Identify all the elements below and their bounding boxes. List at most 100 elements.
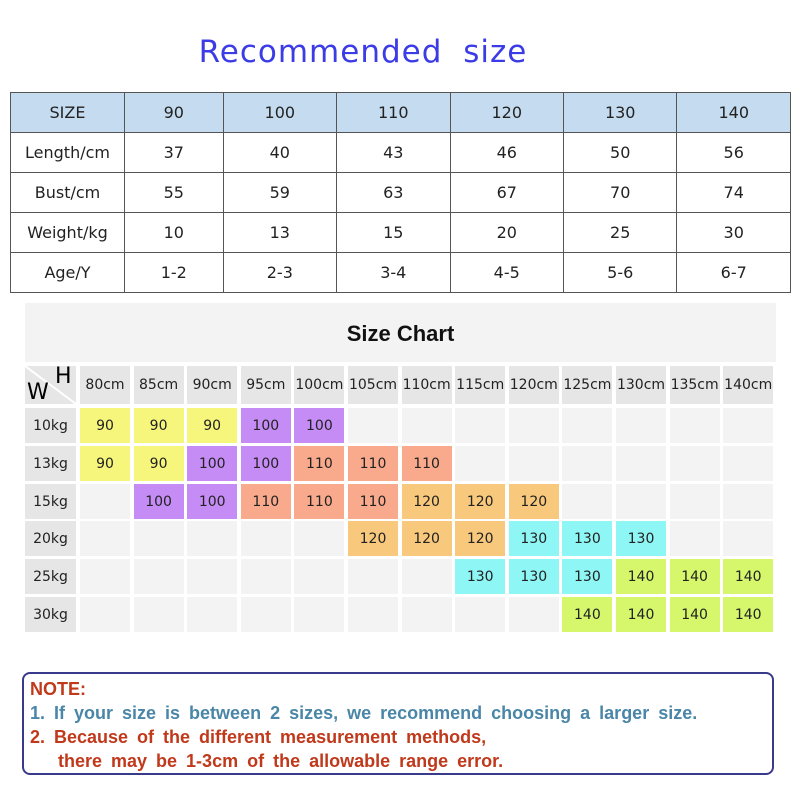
table-cell: 120	[449, 92, 564, 133]
size-cell: 140	[723, 559, 774, 594]
size-cell: 110	[348, 484, 398, 519]
size-cell	[455, 446, 506, 481]
table-cell: 15	[336, 212, 451, 253]
height-header: 95cm	[240, 366, 291, 404]
table-cell: 6-7	[676, 252, 791, 293]
size-cell	[133, 559, 184, 594]
size-cell	[348, 559, 398, 594]
table-cell: 2-3	[222, 252, 338, 293]
height-header: 105cm	[348, 366, 398, 404]
height-header: 80cm	[80, 366, 130, 404]
size-cell	[294, 559, 345, 594]
size-cell: 140	[562, 597, 613, 632]
size-cell	[669, 521, 720, 556]
table-cell: 70	[562, 172, 678, 213]
height-header: 125cm	[562, 366, 613, 404]
weight-header: 30kg	[25, 597, 76, 632]
size-cell	[508, 408, 559, 443]
size-cell: 100	[294, 408, 345, 443]
size-cell: 110	[348, 446, 398, 481]
size-cell: 130	[616, 521, 666, 556]
note-line-1: 1. If your size is between 2 sizes, we r…	[30, 703, 698, 723]
row-label: Weight/kg	[10, 212, 125, 253]
table-cell: 20	[449, 212, 564, 253]
size-cell	[348, 408, 398, 443]
table-cell: 110	[336, 92, 451, 133]
height-axis-label: H	[55, 366, 72, 389]
size-cell: 90	[187, 408, 238, 443]
table-cell: 4-5	[449, 252, 564, 293]
size-cell: 100	[187, 446, 238, 481]
size-cell	[240, 597, 291, 632]
size-cell	[294, 597, 345, 632]
size-cell	[133, 521, 184, 556]
table-header-row: SIZE 90 100 110 120 130 140	[10, 92, 791, 133]
size-cell	[187, 597, 238, 632]
size-cell	[294, 521, 345, 556]
size-cell: 90	[133, 408, 184, 443]
height-header: 100cm	[294, 366, 345, 404]
height-header: 90cm	[187, 366, 238, 404]
size-cell: 130	[562, 521, 613, 556]
size-cell: 90	[80, 446, 130, 481]
size-cell	[80, 484, 130, 519]
size-cell	[401, 559, 452, 594]
size-cell	[508, 446, 559, 481]
size-cell	[240, 559, 291, 594]
table-cell: 40	[222, 132, 338, 173]
note-box: NOTE: 1. If your size is between 2 sizes…	[22, 672, 774, 775]
table-row: Age/Y 1-2 2-3 3-4 4-5 5-6 6-7	[10, 252, 791, 293]
size-cell: 130	[508, 521, 559, 556]
size-chart: Size Chart H W 80cm 85cm 90cm 95cm 100cm 105c…	[25, 303, 776, 633]
size-cell	[80, 597, 130, 632]
note-heading: NOTE:	[30, 679, 86, 699]
size-cell: 120	[455, 521, 506, 556]
size-cell	[401, 408, 452, 443]
table-cell: 140	[676, 92, 791, 133]
size-cell: 130	[508, 559, 559, 594]
height-header: 130cm	[616, 366, 666, 404]
table-cell: 50	[562, 132, 678, 173]
table-cell: 30	[676, 212, 791, 253]
size-cell	[348, 597, 398, 632]
table-cell: 46	[449, 132, 564, 173]
row-label: Length/cm	[10, 132, 125, 173]
weight-header: 13kg	[25, 446, 76, 481]
size-cell	[616, 446, 666, 481]
table-cell: 90	[124, 92, 224, 133]
size-table: SIZE 90 100 110 120 130 140 Length/cm 37 40 43 46 50…	[10, 92, 791, 293]
size-cell	[80, 521, 130, 556]
row-label: Bust/cm	[10, 172, 125, 213]
size-cell: 100	[240, 446, 291, 481]
size-cell	[240, 521, 291, 556]
table-cell: 130	[562, 92, 678, 133]
size-cell	[80, 559, 130, 594]
size-cell: 140	[669, 559, 720, 594]
table-cell: 55	[124, 172, 224, 213]
size-cell	[669, 408, 720, 443]
size-cell: 120	[508, 484, 559, 519]
size-cell	[723, 446, 774, 481]
table-row: Bust/cm 55 59 63 67 70 74	[10, 172, 791, 213]
size-cell	[562, 408, 613, 443]
size-cell	[723, 408, 774, 443]
size-cell: 90	[80, 408, 130, 443]
table-cell: 63	[336, 172, 451, 213]
row-label: SIZE	[10, 92, 125, 133]
table-row: Weight/kg 10 13 15 20 25 30	[10, 212, 791, 253]
height-header: 135cm	[669, 366, 720, 404]
size-cell	[723, 484, 774, 519]
weight-header: 10kg	[25, 408, 76, 443]
size-cell: 100	[240, 408, 291, 443]
size-cell: 140	[669, 597, 720, 632]
size-cell: 110	[294, 484, 345, 519]
table-cell: 3-4	[336, 252, 451, 293]
table-cell: 37	[124, 132, 224, 173]
size-cell	[723, 521, 774, 556]
table-cell: 74	[676, 172, 791, 213]
table-cell: 25	[562, 212, 678, 253]
size-cell	[133, 597, 184, 632]
size-cell: 110	[294, 446, 345, 481]
size-cell: 90	[133, 446, 184, 481]
note-line-2: 2. Because of the different measurement …	[30, 727, 487, 747]
